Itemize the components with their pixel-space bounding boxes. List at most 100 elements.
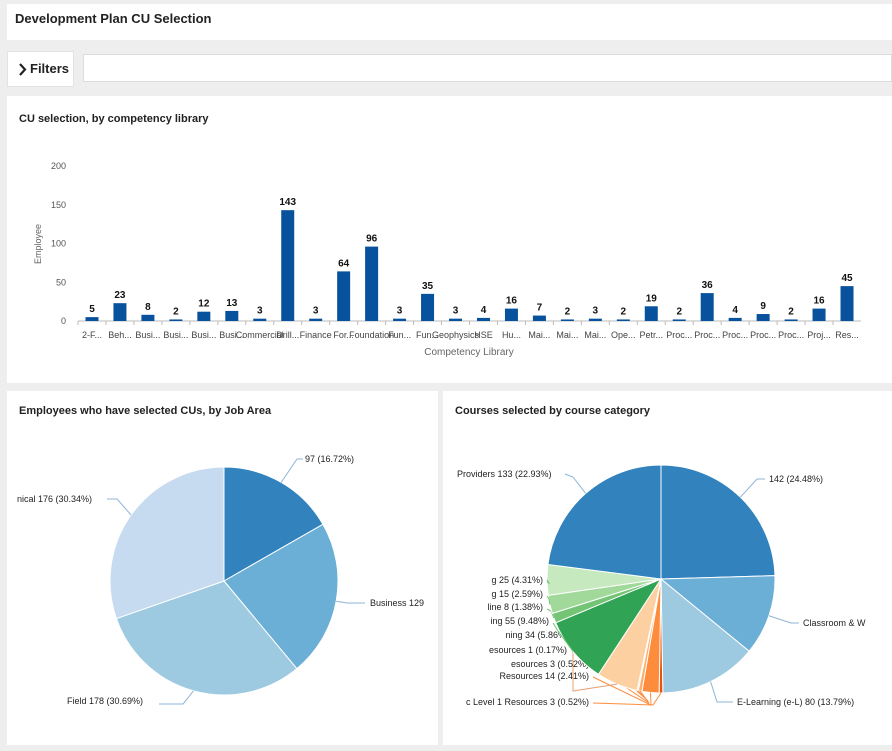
- bar: [113, 303, 127, 321]
- job-area-slice: [223, 466, 324, 582]
- job-area-slice-label: nical 176 (30.34%): [17, 494, 92, 504]
- bar-data-label: 36: [702, 280, 714, 291]
- bar-data-label: 143: [279, 197, 296, 208]
- course-category-slice-label: c Level 1 Resources 3 (0.52%): [466, 697, 589, 707]
- bar-data-label: 2: [565, 306, 571, 317]
- bar: [700, 293, 714, 321]
- bar-data-label: 5: [89, 304, 95, 315]
- job-area-pie-chart: 97 (16.72%) Business 129 Field 178 (30.69%…: [17, 454, 424, 706]
- bar: [560, 319, 574, 321]
- x-tick-label: HSE: [474, 330, 493, 340]
- bar-chart-panel: CU selection, by competency library: [7, 96, 892, 383]
- bar: [393, 318, 407, 321]
- job-area-leader-line: [107, 498, 132, 516]
- course-category-slice-label: esources 1 (0.17%): [489, 645, 567, 655]
- bar-data-label: 96: [366, 234, 378, 245]
- bar: [141, 314, 155, 321]
- bar-data-label: 16: [506, 296, 518, 307]
- course-category-leader-line: [592, 676, 652, 706]
- x-tick-label: Busi...: [191, 330, 216, 340]
- course-category-slice-label: Resources 14 (2.41%): [499, 671, 589, 681]
- bar-data-label: 64: [338, 258, 350, 269]
- bar: [644, 306, 658, 321]
- bar-chart-title: CU selection, by competency library: [19, 113, 209, 125]
- x-tick-label: Proc...: [778, 330, 804, 340]
- page-title: Development Plan CU Selection: [15, 11, 212, 26]
- bar: [532, 315, 546, 321]
- bar-data-label: 9: [760, 301, 766, 312]
- bar: [840, 286, 854, 321]
- x-tick-label: Proj...: [807, 330, 831, 340]
- bar: [169, 319, 183, 321]
- bar-data-label: 4: [481, 305, 487, 316]
- course-category-pie-chart: 142 (24.48%) Classroom & W E-Learning (e-L…: [457, 464, 866, 707]
- bar: [449, 318, 463, 321]
- bar-data-label: 16: [813, 296, 825, 307]
- x-tick-label: Drill...: [276, 330, 299, 340]
- x-tick-label: Petr...: [640, 330, 664, 340]
- bar-data-label: 2: [621, 306, 627, 317]
- bar: [476, 317, 490, 321]
- job-area-slice-label: Business 129: [370, 598, 424, 608]
- chevron-right-icon: [19, 63, 27, 76]
- x-tick-label: Busi...: [163, 330, 188, 340]
- bar-data-label: 2: [173, 306, 179, 317]
- bar-data-label: 3: [453, 306, 459, 317]
- x-axis-label: Competency Library: [424, 347, 513, 358]
- course-category-slice: [660, 577, 750, 694]
- course-category-leader-line: [592, 692, 662, 706]
- bar-data-label: 35: [422, 281, 434, 292]
- bar-data-label: 12: [198, 299, 210, 310]
- x-tick-label: Proc...: [722, 330, 748, 340]
- course-category-slice-label: Providers 133 (22.93%): [457, 469, 552, 479]
- x-tick-label: Busi...: [219, 330, 244, 340]
- x-tick-label: Foundation: [349, 330, 394, 340]
- bar: [784, 319, 798, 321]
- course-category-slice-label: esources 3 (0.52%): [511, 659, 589, 669]
- bar: [756, 314, 770, 321]
- course-category-slice-label: g 15 (2.59%): [491, 589, 543, 599]
- x-tick-label: Res...: [835, 330, 859, 340]
- x-tick-label: Mai...: [556, 330, 578, 340]
- x-tick-label: Proc...: [750, 330, 776, 340]
- bar-data-label: 19: [646, 293, 658, 304]
- course-category-slice: [660, 464, 776, 580]
- bar-data-label: 2: [676, 306, 682, 317]
- x-tick-label: Commercial: [236, 330, 284, 340]
- bar: [253, 318, 267, 321]
- job-area-leader-line: [280, 458, 303, 483]
- bar: [504, 308, 518, 321]
- course-category-slice-label: ing 55 (9.48%): [490, 616, 549, 626]
- y-tick-label: 0: [61, 316, 66, 326]
- x-tick-label: 2-F...: [82, 330, 102, 340]
- filters-bar[interactable]: [83, 54, 892, 82]
- job-area-slice-label: 97 (16.72%): [305, 454, 354, 464]
- bar-data-label: 3: [593, 306, 599, 317]
- course-category-leader-line: [546, 579, 551, 585]
- x-tick-label: Mai...: [528, 330, 550, 340]
- course-category-slice-label: Classroom & W: [803, 618, 866, 628]
- bar: [281, 210, 295, 321]
- course-category-leader-line: [564, 473, 587, 494]
- x-tick-label: Proc...: [666, 330, 692, 340]
- job-area-slice: [115, 580, 298, 696]
- bar: [672, 319, 686, 321]
- course-category-leader-line: [546, 608, 555, 619]
- bar: [197, 311, 211, 321]
- course-category-leader-line: [740, 478, 765, 498]
- course-category-leader-line: [552, 622, 574, 653]
- filters-toggle-button[interactable]: Filters: [7, 51, 74, 87]
- job-area-title: Employees who have selected CUs, by Job …: [19, 405, 272, 417]
- bar: [728, 317, 742, 321]
- course-category-leader-line: [710, 681, 733, 703]
- bar-data-label: 3: [257, 306, 263, 317]
- course-category-title: Courses selected by course category: [455, 405, 651, 417]
- course-category-slice: [659, 575, 776, 652]
- job-area-slice: [223, 523, 339, 670]
- bar-data-label: 8: [145, 302, 151, 313]
- bar: [309, 318, 323, 321]
- bar-data-label: 4: [732, 305, 738, 316]
- job-area-slice: [109, 466, 225, 620]
- y-tick-label: 50: [56, 277, 66, 287]
- bar: [225, 310, 239, 321]
